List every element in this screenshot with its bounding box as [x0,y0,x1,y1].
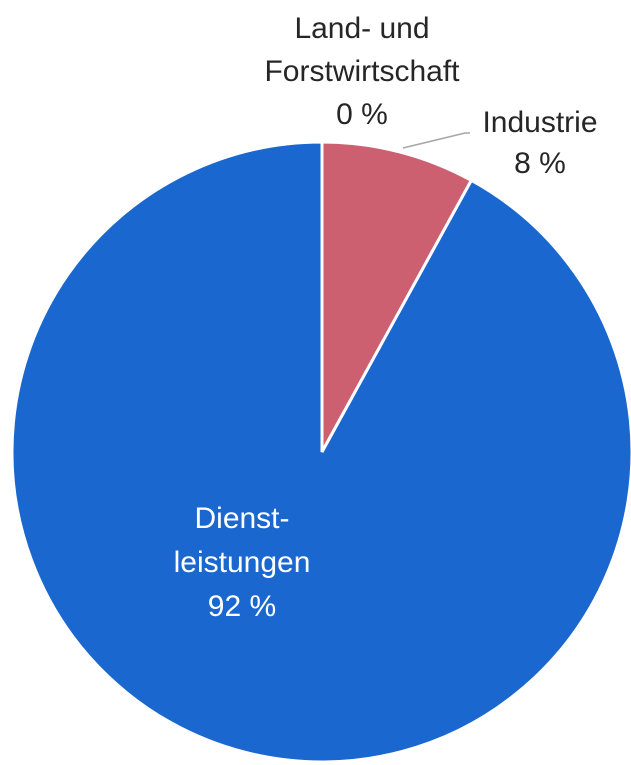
value-label: 8 % [514,147,566,180]
value-label: 92 % [208,590,276,623]
leader-line [402,132,470,149]
pie-slice [10,140,631,764]
slice-label: Forstwirtschaft [264,55,460,88]
slice-label: leistungen [174,546,311,579]
value-label: 0 % [336,98,388,131]
slice-label: Land- und [294,12,429,45]
slice-label: Industrie [482,106,597,139]
slice-label: Dienst- [194,502,289,535]
pie-slice [320,140,474,453]
